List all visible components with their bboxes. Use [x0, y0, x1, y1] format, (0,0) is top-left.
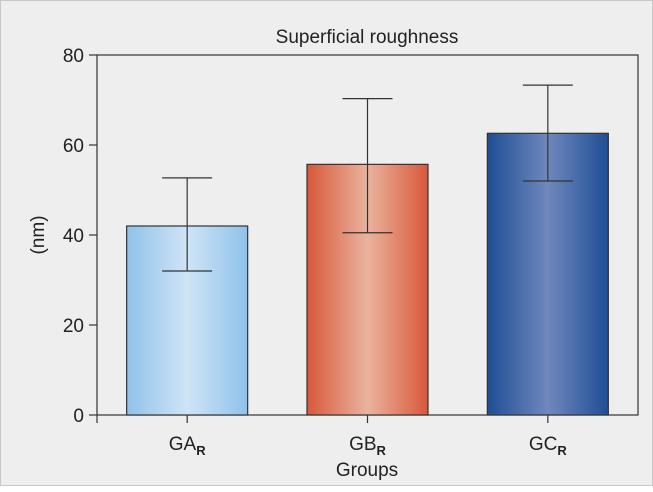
- chart-title: Superficial roughness: [276, 27, 459, 48]
- y-axis: 0 20 40 60 80: [63, 46, 97, 427]
- error-bar-ga: [162, 177, 213, 272]
- y-tick-label: 60: [63, 136, 84, 157]
- y-tick-label: 0: [73, 406, 84, 427]
- y-axis-label: (nm): [28, 215, 49, 254]
- error-bars: [162, 84, 573, 272]
- y-tick-label: 40: [63, 226, 84, 247]
- error-bar-gb: [342, 98, 393, 234]
- x-tick-label: GBR: [349, 434, 386, 458]
- error-bar-gc: [522, 84, 573, 182]
- x-tick-label: GCR: [529, 434, 568, 458]
- y-tick-label: 80: [63, 46, 84, 67]
- y-tick-label: 20: [63, 316, 84, 337]
- x-axis: GAR GBR GCR: [96, 415, 568, 458]
- x-axis-label: Groups: [336, 460, 398, 481]
- x-tick-label: GAR: [169, 434, 206, 458]
